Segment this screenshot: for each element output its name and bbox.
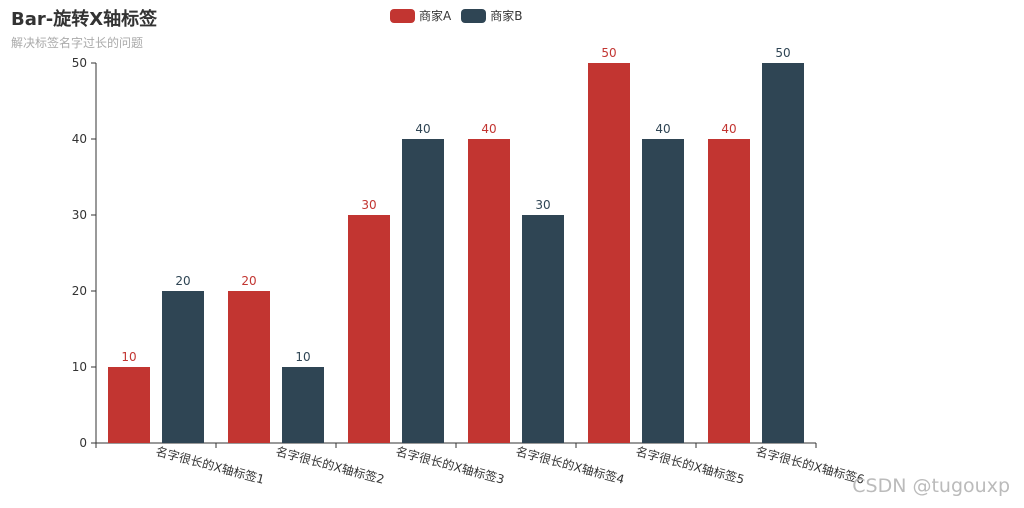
- legend-label-a: 商家A: [419, 9, 452, 23]
- y-tick-label: 0: [79, 436, 87, 450]
- x-tick-label: 名字很长的X轴标签4: [514, 443, 626, 486]
- bar: [282, 367, 324, 443]
- bar: [162, 291, 204, 443]
- data-label: 40: [721, 122, 736, 136]
- chart-title: Bar-旋转X轴标签: [11, 9, 158, 30]
- bar: [588, 63, 630, 443]
- watermark: CSDN @tugouxp: [852, 475, 1010, 497]
- bar: [402, 139, 444, 443]
- y-tick-label: 40: [72, 132, 87, 146]
- data-label: 30: [535, 198, 550, 212]
- x-tick-label: 名字很长的X轴标签2: [274, 443, 386, 486]
- legend-item-a[interactable]: 商家A: [390, 7, 451, 24]
- data-label: 50: [775, 46, 790, 60]
- legend-swatch-a: [390, 8, 415, 23]
- data-label: 20: [241, 274, 256, 288]
- data-label: 50: [601, 46, 616, 60]
- y-tick-label: 50: [72, 56, 87, 70]
- bar: [762, 63, 804, 443]
- bar: [642, 139, 684, 443]
- y-tick-label: 20: [72, 284, 87, 298]
- bar: [468, 139, 510, 443]
- data-label: 10: [295, 350, 310, 364]
- y-tick-label: 30: [72, 208, 87, 222]
- legend-label-b: 商家B: [490, 9, 523, 23]
- x-tick-label: 名字很长的X轴标签5: [634, 443, 746, 486]
- x-tick-label: 名字很长的X轴标签3: [394, 443, 506, 486]
- bar: [708, 139, 750, 443]
- chart-subtitle: 解决标签名字过长的问题: [11, 36, 144, 50]
- bar: [228, 291, 270, 443]
- data-label: 40: [481, 122, 496, 136]
- y-tick-label: 10: [72, 360, 87, 374]
- legend-swatch-b: [461, 8, 487, 23]
- data-label: 40: [415, 122, 430, 136]
- legend-item-b[interactable]: 商家B: [461, 7, 522, 24]
- bar: [108, 367, 150, 443]
- bar: [348, 215, 390, 443]
- data-label: 40: [655, 122, 670, 136]
- data-label: 30: [361, 198, 376, 212]
- legend: 商家A 商家B: [390, 7, 522, 24]
- data-label: 10: [121, 350, 136, 364]
- x-tick-label: 名字很长的X轴标签1: [154, 443, 266, 486]
- bar: [522, 215, 564, 443]
- x-tick-label: 名字很长的X轴标签6: [754, 443, 866, 486]
- data-label: 20: [175, 274, 190, 288]
